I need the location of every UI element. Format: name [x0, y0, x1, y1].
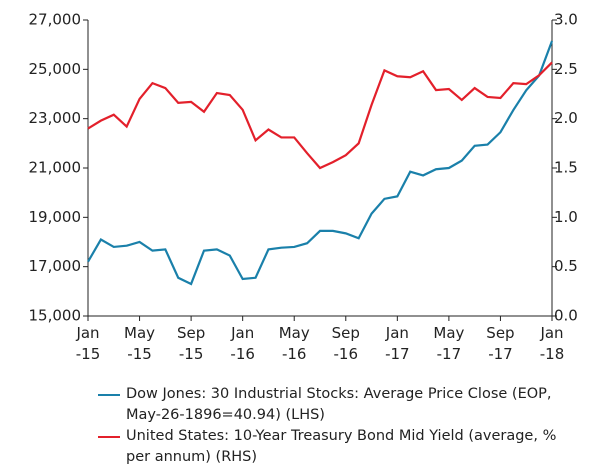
series-line — [87, 40, 554, 286]
legend: Dow Jones: 30 Industrial Stocks: Average… — [98, 384, 568, 468]
y2-tick-label: 0.0 — [554, 307, 578, 325]
y2-tick-label: 2.0 — [554, 109, 578, 127]
x-tick-label: Jan -15 — [75, 324, 100, 363]
legend-label: Dow Jones: 30 Industrial Stocks: Average… — [126, 386, 552, 423]
legend-swatch — [98, 394, 120, 396]
y2-tick-label: 1.0 — [554, 208, 578, 226]
legend-label: United States: 10-Year Treasury Bond Mid… — [126, 428, 557, 465]
y-tick-label: 21,000 — [29, 159, 82, 177]
y2-tick-label: 2.5 — [554, 60, 578, 78]
legend-entry: United States: 10-Year Treasury Bond Mid… — [98, 426, 568, 468]
y-tick-label: 17,000 — [29, 257, 82, 275]
legend-swatch — [98, 436, 120, 438]
x-tick-label: May -17 — [433, 324, 464, 363]
chart: 15,000 17,000 19,000 21,000 23,000 25,000 27,0… — [29, 11, 578, 363]
y2-tick-label: 1.5 — [554, 159, 578, 177]
x-tick-label: Jan -16 — [230, 324, 255, 363]
y-tick-label: 19,000 — [29, 208, 82, 226]
x-tick-label: Sep -17 — [486, 324, 514, 363]
y-tick-label: 23,000 — [29, 109, 82, 127]
x-tick-label: Sep -16 — [332, 324, 360, 363]
y-tick-label: 27,000 — [29, 11, 82, 29]
y2-tick-label: 0.5 — [554, 257, 578, 275]
x-tick-label: Jan -17 — [385, 324, 410, 363]
x-tick-label: May -16 — [279, 324, 310, 363]
series-line — [87, 61, 553, 170]
x-tick-label: Sep -15 — [177, 324, 205, 363]
legend-entry: Dow Jones: 30 Industrial Stocks: Average… — [98, 384, 568, 426]
y-tick-label: 15,000 — [29, 307, 82, 325]
y2-tick-label: 3.0 — [554, 11, 578, 29]
y-tick-label: 25,000 — [29, 60, 82, 78]
x-tick-label: Jan -18 — [539, 324, 564, 363]
x-tick-label: May -15 — [124, 324, 155, 363]
